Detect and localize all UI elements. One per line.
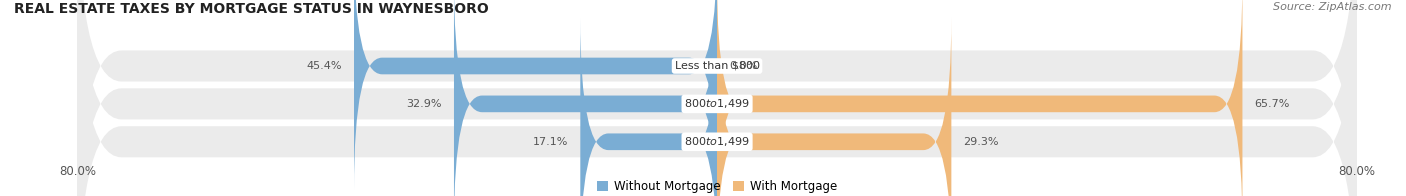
Text: REAL ESTATE TAXES BY MORTGAGE STATUS IN WAYNESBORO: REAL ESTATE TAXES BY MORTGAGE STATUS IN … (14, 2, 489, 16)
FancyBboxPatch shape (454, 0, 717, 196)
FancyBboxPatch shape (581, 17, 717, 196)
Text: Less than $800: Less than $800 (675, 61, 759, 71)
Text: Source: ZipAtlas.com: Source: ZipAtlas.com (1274, 2, 1392, 12)
Text: $800 to $1,499: $800 to $1,499 (685, 97, 749, 110)
Text: 17.1%: 17.1% (533, 137, 568, 147)
Text: 0.0%: 0.0% (730, 61, 758, 71)
Text: 45.4%: 45.4% (307, 61, 342, 71)
FancyBboxPatch shape (77, 0, 1357, 196)
FancyBboxPatch shape (77, 0, 1357, 196)
FancyBboxPatch shape (717, 17, 952, 196)
Text: 29.3%: 29.3% (963, 137, 998, 147)
Legend: Without Mortgage, With Mortgage: Without Mortgage, With Mortgage (596, 180, 838, 193)
Text: $800 to $1,499: $800 to $1,499 (685, 135, 749, 148)
FancyBboxPatch shape (717, 0, 1243, 196)
FancyBboxPatch shape (354, 0, 717, 190)
Text: 32.9%: 32.9% (406, 99, 441, 109)
FancyBboxPatch shape (77, 0, 1357, 196)
Text: 65.7%: 65.7% (1254, 99, 1289, 109)
